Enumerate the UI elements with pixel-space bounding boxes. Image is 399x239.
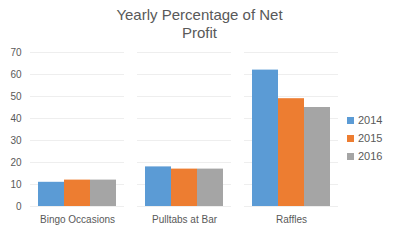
svg-text:50: 50 <box>10 91 22 102</box>
svg-text:0: 0 <box>16 201 22 212</box>
html-text:2016: 2016 <box>358 150 383 162</box>
svg-text:Pulltabs at Bar: Pulltabs at Bar <box>152 214 218 225</box>
svg-text:30: 30 <box>10 135 22 146</box>
svg-text:60: 60 <box>10 69 22 80</box>
html-text:2014: 2014 <box>358 114 383 126</box>
svg-text:Raffles: Raffles <box>276 214 307 225</box>
html-text:2015: 2015 <box>358 132 383 144</box>
svg-text:40: 40 <box>10 113 22 124</box>
svg-text:70: 70 <box>10 47 22 58</box>
svg-text:10: 10 <box>10 179 22 190</box>
svg-text:20: 20 <box>10 157 22 168</box>
svg-text:Bingo Occasions: Bingo Occasions <box>40 214 115 225</box>
html-text:Yearly Percentage of Net Profi: Yearly Percentage of Net Profit <box>116 6 283 41</box>
